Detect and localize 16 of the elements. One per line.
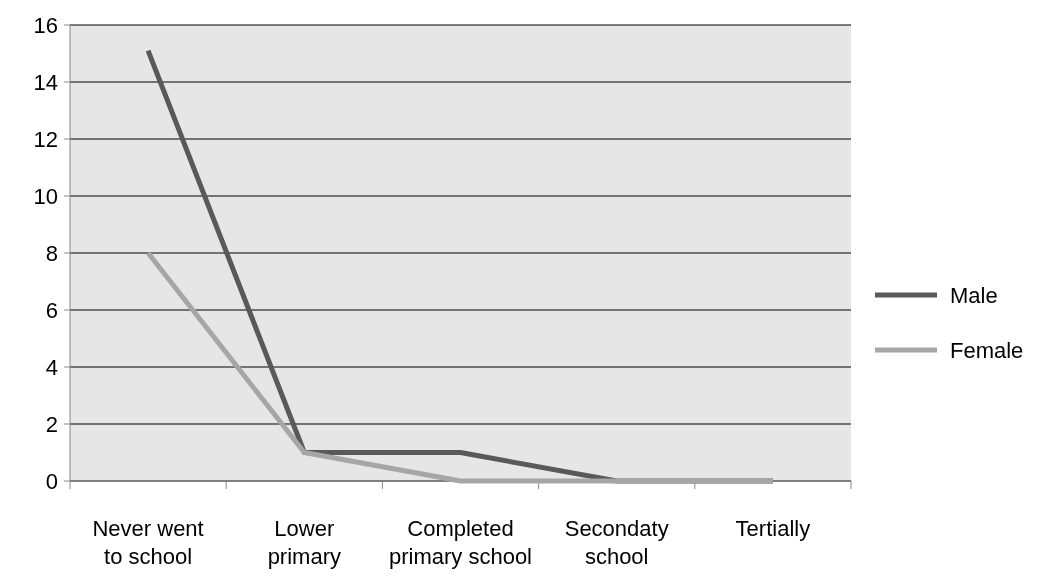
x-tick-label: Never went to school [92,516,204,569]
legend-label: Male [950,282,998,308]
y-tick-label: 8 [45,240,58,266]
y-tick-label: 16 [33,12,58,38]
y-tick-label: 4 [45,354,58,380]
x-tick-label: Completed primary school [388,516,533,569]
y-tick-label: 2 [45,411,58,437]
y-tick-label: 6 [45,297,58,323]
x-tick-label: Lower primary [267,516,341,569]
legend-label: Female [950,337,1024,363]
y-tick-label: 14 [33,69,58,95]
x-tick-label: Secondaty school [564,516,669,569]
x-tick-label: Tertially [735,516,811,541]
y-tick-label: 0 [45,468,58,494]
y-tick-label: 10 [33,183,58,209]
y-tick-label: 12 [33,126,58,152]
